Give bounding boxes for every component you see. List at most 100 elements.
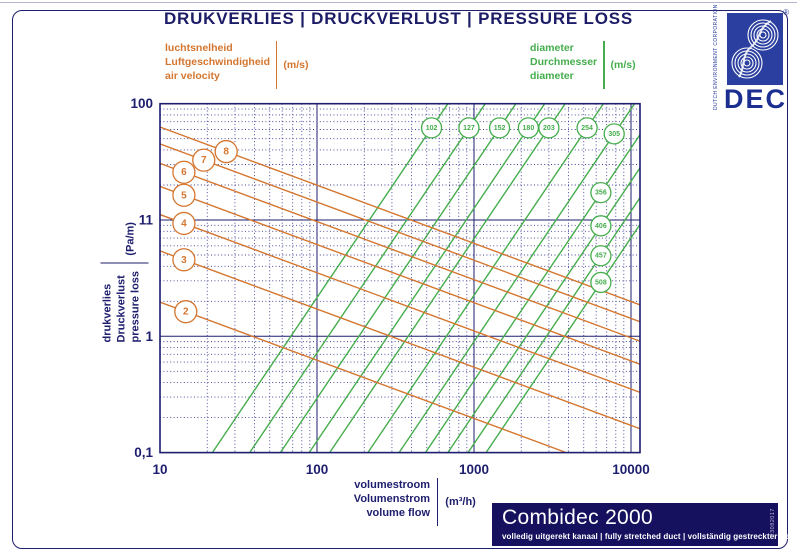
x-axis-unit: (m³/h) (445, 496, 476, 508)
y-axis-title-divider (100, 262, 149, 264)
x-axis-title-de: Volumenstrom (353, 493, 430, 505)
diameter-line-305 (398, 103, 636, 453)
dec-logo-swirl-icon (727, 13, 783, 85)
diameter-label-305: 305 (608, 131, 620, 138)
velocity-label-circle-2 (174, 300, 198, 324)
page-title: DRUKVERLIES | DRUCKVERLUST | PRESSURE LO… (163, 9, 634, 28)
diameter-label-152: 152 (494, 125, 506, 132)
velocity-line-5 (160, 185, 640, 365)
velocity-line-7 (160, 143, 640, 323)
x-tick-10000: 10000 (612, 462, 650, 477)
y-axis-unit: (Pa/m) (124, 222, 137, 256)
diameter-label-circle-457 (590, 245, 612, 267)
velocity-label-circle-6 (172, 160, 196, 184)
diameter-label-203: 203 (543, 125, 555, 132)
diameter-label-circle-203 (538, 117, 560, 139)
diameter-line-457 (467, 197, 640, 453)
y-axis-title-labels: drukverlies Druckverlust pressure loss (101, 271, 161, 343)
registered-trademark-icon: ® (783, 8, 789, 17)
legend-diameter: diameter Durchmesser diameter (m/s) (530, 41, 636, 89)
diameter-label-circle-356 (590, 181, 612, 204)
x-axis-title-en: volume flow (366, 507, 430, 519)
velocity-label-8: 8 (223, 147, 229, 158)
legend-diameter-nl: diameter (530, 42, 574, 54)
y-tick-100: 100 (130, 96, 153, 111)
dec-logo-corporation-text: DUTCH ENVIRONMENT CORPORATION (713, 4, 719, 110)
product-bar: Combidec 2000 volledig uitgerekt kanaal … (492, 503, 797, 546)
diameter-line-203 (329, 103, 566, 453)
y-tick-0,1: 0,1 (134, 445, 153, 460)
velocity-label-2: 2 (183, 307, 189, 318)
y-axis-title-de: Druckverlust (115, 275, 128, 343)
diameter-label-circle-305 (603, 123, 625, 145)
velocity-label-circle-4 (172, 211, 196, 236)
legend-air-velocity-divider (276, 41, 278, 89)
legend-diameter-de: Durchmesser (530, 56, 598, 68)
diameter-label-406: 406 (595, 223, 607, 230)
diameter-label-circle-127 (458, 117, 480, 139)
x-axis-title-divider (437, 478, 439, 526)
velocity-label-3: 3 (181, 255, 187, 266)
grid (160, 103, 640, 453)
legend-air-velocity-de: Luftgeschwindigheid (165, 56, 270, 68)
legend-air-velocity-nl: luchtsnelheid (165, 42, 233, 54)
legend-diameter-en: diameter (530, 70, 574, 82)
x-axis-title-labels: volumestroom Volumenstrom volume flow (338, 478, 430, 526)
diameter-label-127: 127 (463, 125, 475, 132)
page-border (12, 10, 788, 549)
velocity-label-6: 6 (181, 167, 187, 178)
product-name: Combidec 2000 (502, 506, 653, 529)
diameter-label-circle-254 (576, 117, 598, 139)
velocity-label-circle-5 (172, 183, 196, 207)
diameter-label-457: 457 (595, 253, 607, 260)
velocity-line-4 (160, 213, 640, 394)
x-tick-1000: 1000 (459, 462, 489, 477)
legend-air-velocity-unit: (m/s) (283, 59, 309, 71)
diameter-label-102: 102 (426, 125, 438, 132)
velocity-label-5: 5 (181, 190, 187, 201)
velocity-label-circle-7 (192, 148, 216, 172)
diameter-label-circle-406 (590, 215, 612, 237)
legend-air-velocity: luchtsnelheid Luftgeschwindigheid air ve… (165, 41, 308, 89)
legend-diameter-labels: diameter Durchmesser diameter (530, 41, 597, 89)
diameter-label-circle-508 (590, 271, 612, 294)
page-top-edge-line (0, 2, 797, 3)
diameter-label-254: 254 (581, 125, 593, 132)
diameter-line-254 (367, 103, 604, 453)
velocity-label-circle-8 (214, 139, 238, 164)
velocity-line-3 (160, 250, 640, 430)
velocity-label-4: 4 (181, 218, 187, 229)
diameter-line-406 (447, 167, 640, 453)
x-tick-100: 100 (306, 462, 329, 477)
velocity-label-circle-3 (172, 248, 196, 272)
velocity-line-8 (160, 126, 640, 306)
x-axis-title: volumestroom Volumenstrom volume flow (m… (338, 478, 476, 526)
velocity-line-6 (160, 162, 640, 342)
y-axis-title: drukverlies Druckverlust pressure loss (… (100, 198, 161, 343)
y-tick-1: 1 (145, 329, 153, 344)
dec-logo-wordmark: DEC (724, 84, 788, 114)
dec-logo: DUTCH ENVIRONMENT CORPORATION ® DEC (712, 4, 792, 114)
diameter-label-508: 508 (595, 279, 607, 286)
legend-diameter-unit: (m/s) (610, 59, 636, 71)
document-serial-number: 23082017 (770, 508, 776, 537)
velocity-line-2 (160, 301, 567, 453)
diameter-label-circle-152 (488, 117, 511, 139)
diameter-line-127 (249, 103, 486, 453)
plot-border (159, 102, 641, 454)
y-axis-title-nl: drukverlies (101, 283, 114, 343)
diameter-label-356: 356 (595, 190, 607, 197)
x-axis-title-nl: volumestroom (354, 479, 430, 491)
y-axis-title-en: pressure loss (129, 270, 142, 343)
diameter-line-180 (308, 103, 546, 453)
product-subtitle: volledig uitgerekt kanaal | fully stretc… (502, 532, 797, 541)
line-labels: 102 127 152 180 203 254 305 356 406 457 508 2 3 4 5 6 7 8 (172, 117, 625, 324)
legend-air-velocity-labels: luchtsnelheid Luftgeschwindigheid air ve… (165, 41, 270, 89)
diameter-line-152 (279, 103, 517, 453)
diameter-label-180: 180 (523, 125, 535, 132)
diameter-label-circle-102 (420, 117, 443, 139)
y-tick-11: 11 (139, 213, 154, 228)
